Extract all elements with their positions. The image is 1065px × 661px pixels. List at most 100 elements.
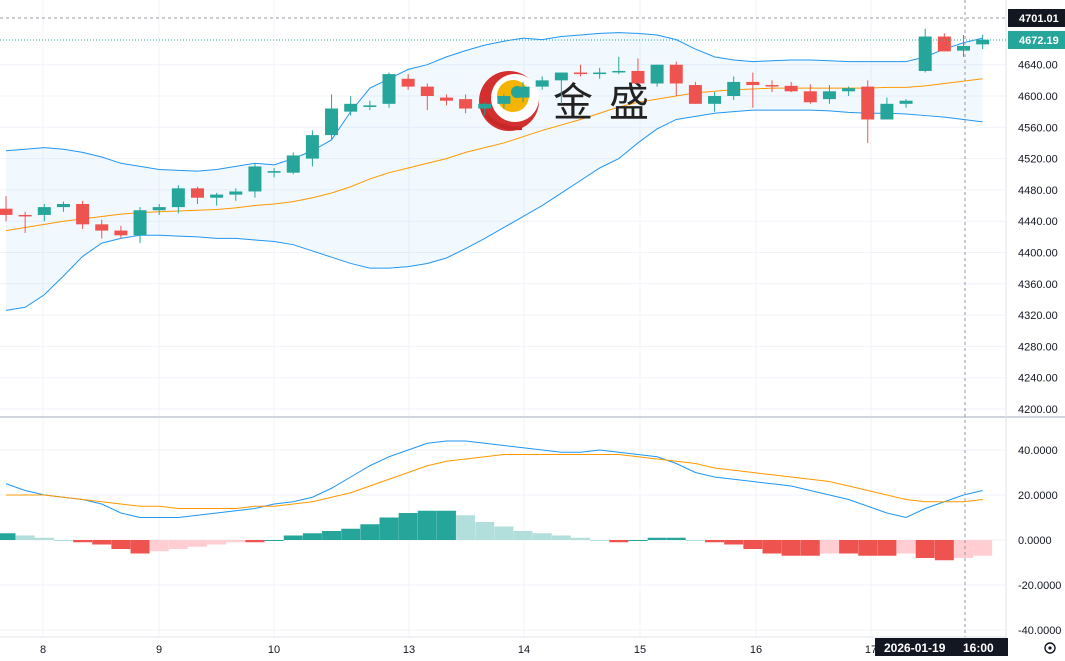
- macd-histogram-bar: [896, 540, 916, 554]
- macd-histogram-bar: [398, 513, 418, 540]
- candle: [133, 207, 147, 244]
- candle: [612, 56, 626, 75]
- macd-histogram-bar: [417, 510, 437, 540]
- candle: [0, 196, 13, 222]
- macd-histogram-bar: [302, 533, 322, 540]
- candle-body: [746, 81, 760, 86]
- candle-body: [401, 78, 415, 87]
- bollinger-middle-line: [5, 78, 983, 232]
- candle: [459, 94, 473, 114]
- macd-histogram-bar: [188, 540, 207, 547]
- candle: [574, 64, 587, 77]
- macd-histogram-bar: [647, 537, 667, 540]
- candle-body: [267, 171, 281, 173]
- macd-histogram-bar: [724, 540, 744, 545]
- candle: [784, 81, 798, 93]
- candle-body: [497, 96, 511, 104]
- candle-body: [708, 96, 722, 104]
- macd-histogram-bar: [475, 522, 495, 540]
- candle-body: [937, 36, 951, 52]
- candle: [191, 186, 204, 204]
- candle: [669, 61, 683, 96]
- candle-body: [593, 72, 607, 75]
- candle: [305, 130, 319, 167]
- macd-histogram-bar: [590, 540, 610, 541]
- candle-body: [957, 45, 970, 51]
- candle-body: [574, 72, 587, 75]
- candle-body: [114, 230, 128, 236]
- price-tick-label: 4240.00: [1018, 373, 1058, 385]
- macd-histogram-bar: [245, 540, 265, 543]
- macd-histogram-bar: [168, 540, 188, 549]
- macd-histogram-bar: [954, 540, 973, 558]
- candle: [229, 188, 243, 201]
- time-tick-label: 13: [403, 644, 415, 656]
- candle-body: [535, 80, 549, 87]
- candle-body: [478, 103, 492, 109]
- macd-histogram-bar: [609, 540, 629, 543]
- macd-histogram-bar: [858, 540, 878, 556]
- candle-body: [439, 97, 453, 101]
- settings-gear-icon[interactable]: [1044, 642, 1056, 654]
- macd-histogram-bar: [513, 531, 533, 540]
- candle: [593, 67, 607, 79]
- price-tick-label: 4360.00: [1018, 279, 1058, 291]
- candle-body: [784, 85, 798, 92]
- time-tick-label: 14: [518, 644, 530, 656]
- macd-histogram-bar: [934, 540, 954, 561]
- macd-histogram-bar: [551, 535, 571, 540]
- candle: [95, 219, 109, 239]
- candle-body: [842, 88, 856, 92]
- price-tick-label: 4400.00: [1018, 248, 1058, 260]
- macd-histogram-bar: [532, 533, 552, 540]
- macd-histogram-bar: [0, 533, 16, 540]
- candle-body: [822, 91, 836, 100]
- price-tick-label: 4480.00: [1018, 185, 1058, 197]
- candlestick-series: [0, 28, 990, 244]
- candle: [363, 100, 377, 111]
- candle-body: [650, 64, 664, 84]
- bollinger-fill: [6, 32, 983, 311]
- macd-panel: [0, 440, 993, 561]
- macd-histogram-bar: [322, 531, 342, 540]
- candle: [765, 80, 779, 93]
- time-tick-label: 8: [40, 644, 46, 656]
- candle-body: [382, 74, 396, 104]
- macd-histogram-bar: [973, 540, 993, 556]
- candle-body: [37, 207, 51, 215]
- macd-histogram-bar: [571, 537, 590, 540]
- svg-text:16:00: 16:00: [963, 641, 994, 655]
- macd-histogram-bar: [207, 540, 227, 545]
- macd-histogram-bar: [149, 540, 169, 552]
- candle: [937, 33, 951, 52]
- macd-histogram-bar: [781, 540, 801, 556]
- macd-histogram-bar: [130, 540, 150, 554]
- price-axis[interactable]: 4640.00 4600.00 4560.00 4520.00 4480.00 4440.…: [1018, 60, 1061, 637]
- macd-histogram-bar: [839, 540, 859, 554]
- time-axis[interactable]: 8 9 10 13 14 15 16 17: [40, 644, 877, 656]
- macd-histogram-bar: [819, 540, 839, 554]
- candle: [248, 163, 262, 198]
- candle: [631, 58, 645, 84]
- candle: [325, 94, 339, 140]
- macd-line: [5, 440, 983, 519]
- candle-body: [459, 99, 473, 109]
- candle: [401, 74, 415, 90]
- bollinger-bands: [5, 32, 983, 311]
- candle-body: [861, 86, 875, 120]
- indicator-tick-label: -40.0000: [1018, 625, 1061, 637]
- candle: [554, 72, 568, 104]
- candle-body: [363, 105, 377, 107]
- macd-histogram-bar: [743, 540, 763, 549]
- candle: [37, 203, 51, 222]
- signal-line: [6, 454, 983, 509]
- candle: [822, 85, 836, 104]
- macd-histogram-bar: [628, 540, 648, 541]
- macd-histogram-bar: [436, 510, 456, 540]
- candle-body: [325, 108, 339, 136]
- macd-histogram-bar: [360, 524, 380, 540]
- candle-body: [76, 203, 90, 225]
- candle: [267, 167, 281, 178]
